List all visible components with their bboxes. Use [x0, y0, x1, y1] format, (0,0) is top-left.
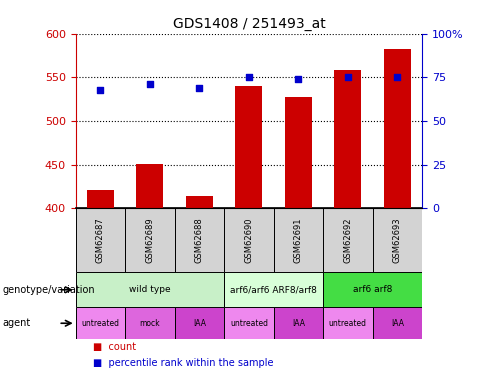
Text: ■  percentile rank within the sample: ■ percentile rank within the sample — [93, 358, 273, 368]
Point — [196, 85, 203, 91]
Bar — [274, 307, 323, 339]
Text: untreated: untreated — [329, 319, 367, 328]
Text: IAA: IAA — [292, 319, 305, 328]
Text: GSM62688: GSM62688 — [195, 217, 204, 263]
Text: genotype/variation: genotype/variation — [2, 285, 95, 295]
Bar — [323, 209, 373, 272]
Bar — [76, 209, 125, 272]
Bar — [285, 97, 312, 208]
Text: GSM62689: GSM62689 — [145, 217, 154, 263]
Text: IAA: IAA — [391, 319, 404, 328]
Text: arf6 arf8: arf6 arf8 — [353, 285, 392, 294]
Text: ■  count: ■ count — [93, 342, 136, 352]
Bar — [125, 209, 175, 272]
Bar — [323, 272, 422, 307]
Bar — [136, 164, 163, 209]
Bar — [186, 196, 213, 208]
Point — [245, 74, 253, 80]
Point — [146, 81, 154, 87]
Text: wild type: wild type — [129, 285, 171, 294]
Bar — [224, 307, 274, 339]
Bar — [373, 209, 422, 272]
Text: untreated: untreated — [81, 319, 120, 328]
Bar — [224, 272, 323, 307]
Bar — [334, 70, 362, 209]
Text: mock: mock — [140, 319, 160, 328]
Bar — [235, 86, 263, 209]
Text: agent: agent — [2, 318, 31, 328]
Bar — [224, 209, 274, 272]
Point — [344, 74, 352, 80]
Bar — [87, 190, 114, 209]
Text: GSM62692: GSM62692 — [344, 217, 352, 263]
Text: GSM62690: GSM62690 — [244, 217, 253, 263]
Text: GSM62693: GSM62693 — [393, 217, 402, 263]
Bar — [274, 209, 323, 272]
Text: GSM62687: GSM62687 — [96, 217, 105, 263]
Bar — [175, 307, 224, 339]
Text: IAA: IAA — [193, 319, 206, 328]
Text: untreated: untreated — [230, 319, 268, 328]
Bar — [384, 49, 411, 209]
Text: arf6/arf6 ARF8/arf8: arf6/arf6 ARF8/arf8 — [230, 285, 317, 294]
Bar — [175, 209, 224, 272]
Text: GSM62691: GSM62691 — [294, 217, 303, 263]
Point — [393, 74, 401, 80]
Bar — [76, 307, 125, 339]
Bar — [323, 307, 373, 339]
Bar — [125, 307, 175, 339]
Bar — [373, 307, 422, 339]
Bar — [76, 272, 224, 307]
Title: GDS1408 / 251493_at: GDS1408 / 251493_at — [172, 17, 325, 32]
Point — [97, 87, 104, 93]
Point — [294, 76, 302, 82]
